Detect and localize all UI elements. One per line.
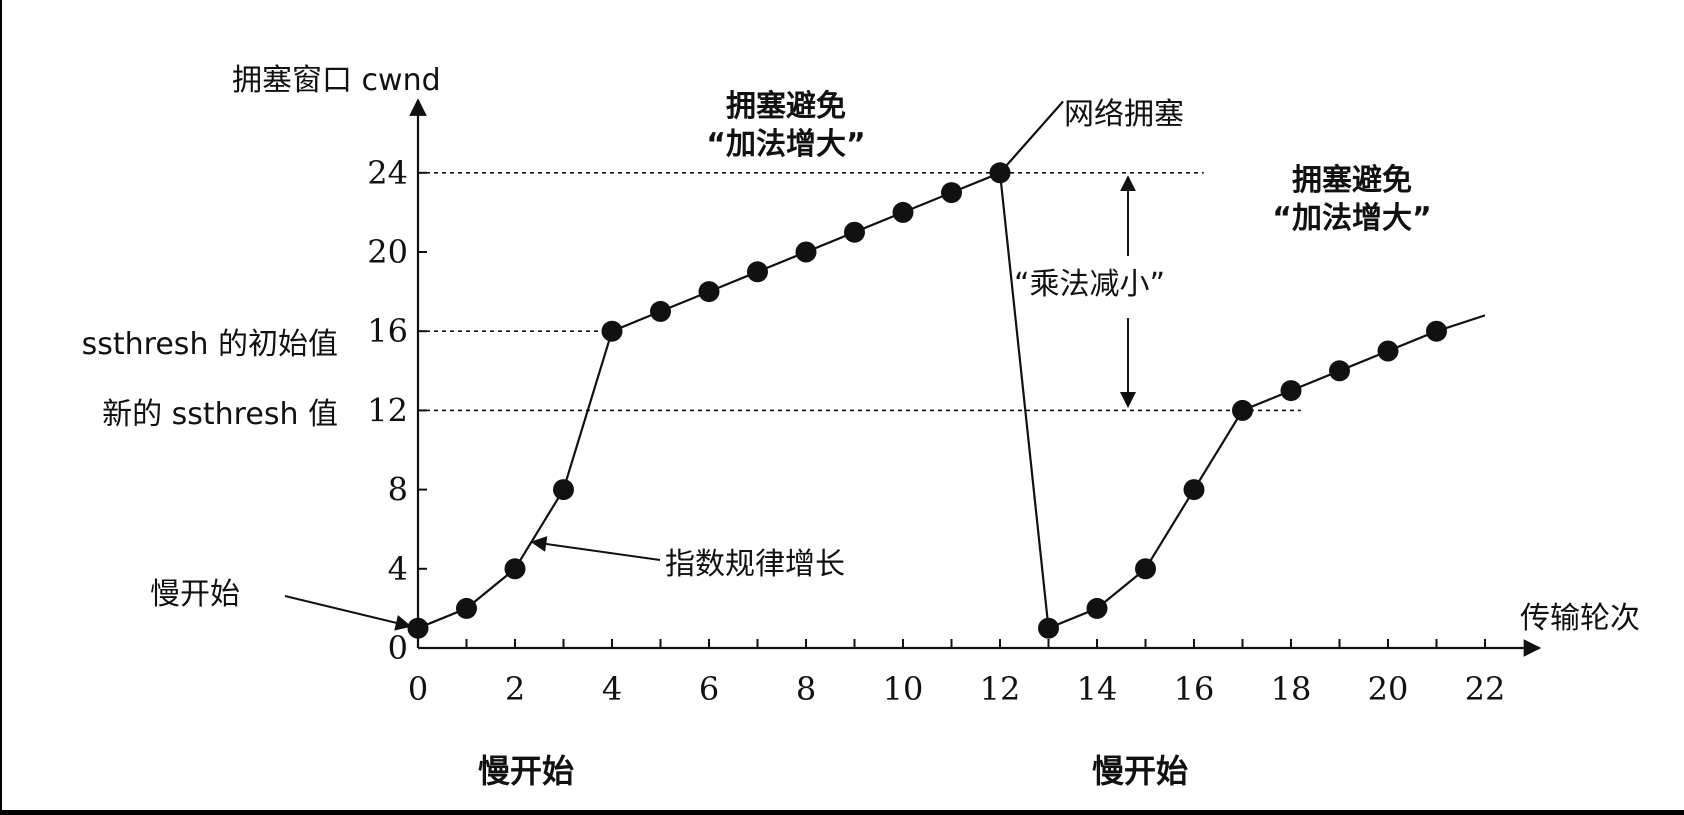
data-point bbox=[1038, 617, 1059, 639]
series-points bbox=[407, 162, 1447, 639]
congestion-avoidance-1-line1: 拥塞避免 bbox=[726, 89, 846, 124]
threshold-lines bbox=[418, 172, 1301, 412]
slow-start-bottom-2: 慢开始 bbox=[1092, 752, 1188, 790]
x-tick-label: 10 bbox=[883, 670, 924, 708]
y-tick-label: 24 bbox=[367, 154, 408, 192]
x-axis-label: 传输轮次 bbox=[1520, 601, 1640, 636]
y-tick-label: 16 bbox=[367, 312, 408, 350]
peak-extension-line bbox=[999, 100, 1064, 174]
data-point bbox=[1280, 380, 1302, 402]
x-tick-label: 0 bbox=[408, 670, 428, 708]
network-congestion-annotation: 网络拥塞 bbox=[1064, 97, 1184, 132]
x-tick-label: 18 bbox=[1271, 670, 1312, 708]
data-point bbox=[1377, 340, 1399, 362]
axes bbox=[409, 98, 1542, 657]
x-tick-label: 12 bbox=[980, 670, 1021, 708]
x-tick-label: 6 bbox=[699, 670, 719, 708]
y-tick-label: 4 bbox=[388, 550, 408, 588]
data-point bbox=[1183, 479, 1205, 501]
data-point bbox=[1135, 558, 1156, 580]
y-tick-label: 20 bbox=[367, 233, 408, 271]
congestion-avoidance-2-line2: “加法增大” bbox=[1272, 201, 1431, 236]
data-point bbox=[650, 300, 671, 322]
data-point bbox=[941, 182, 962, 204]
slow-start-arrow bbox=[284, 595, 412, 631]
x-tick-label: 20 bbox=[1368, 670, 1409, 708]
data-point bbox=[407, 617, 429, 639]
data-point bbox=[1329, 360, 1350, 382]
exponential-growth-annotation: 指数规律增长 bbox=[665, 547, 845, 582]
x-tick-label: 16 bbox=[1174, 670, 1215, 708]
slow-start-bottom-1: 慢开始 bbox=[478, 752, 574, 790]
y-tick-label: 0 bbox=[388, 629, 408, 667]
data-point bbox=[698, 281, 720, 303]
x-tick-label: 8 bbox=[796, 670, 816, 708]
data-point bbox=[747, 261, 768, 283]
data-point bbox=[989, 162, 1011, 184]
x-tick-label: 2 bbox=[505, 670, 525, 708]
data-point bbox=[601, 320, 623, 342]
data-point bbox=[553, 479, 574, 501]
annotation-arrows bbox=[284, 175, 1136, 631]
data-point bbox=[456, 597, 477, 619]
data-point bbox=[1232, 399, 1253, 421]
data-point bbox=[1426, 320, 1447, 342]
congestion-avoidance-1-line2: “加法增大” bbox=[706, 127, 865, 162]
data-point bbox=[795, 241, 817, 263]
x-tick-label: 4 bbox=[602, 670, 622, 708]
exponential-growth-arrow bbox=[530, 536, 661, 561]
data-point bbox=[892, 201, 914, 223]
y-axis-label: 拥塞窗口 cwnd bbox=[232, 63, 441, 98]
slow-start-annotation: 慢开始 bbox=[150, 577, 240, 612]
tick-marks bbox=[418, 171, 1486, 648]
y-tick-label: 8 bbox=[388, 471, 408, 509]
x-tick-label: 22 bbox=[1465, 670, 1506, 708]
data-point bbox=[844, 221, 865, 243]
x-tick-label: 14 bbox=[1077, 670, 1118, 708]
ssthresh-initial-label: ssthresh 的初始值 bbox=[82, 327, 338, 362]
ssthresh-new-label: 新的 ssthresh 值 bbox=[102, 397, 338, 432]
data-point bbox=[504, 558, 526, 580]
cwnd-line bbox=[417, 171, 1437, 630]
multiplicative-decrease-annotation: “乘法减小” bbox=[1014, 267, 1165, 302]
y-tick-label: 12 bbox=[367, 391, 408, 429]
congestion-avoidance-2-line1: 拥塞避免 bbox=[1292, 163, 1412, 198]
data-point bbox=[1086, 597, 1108, 619]
